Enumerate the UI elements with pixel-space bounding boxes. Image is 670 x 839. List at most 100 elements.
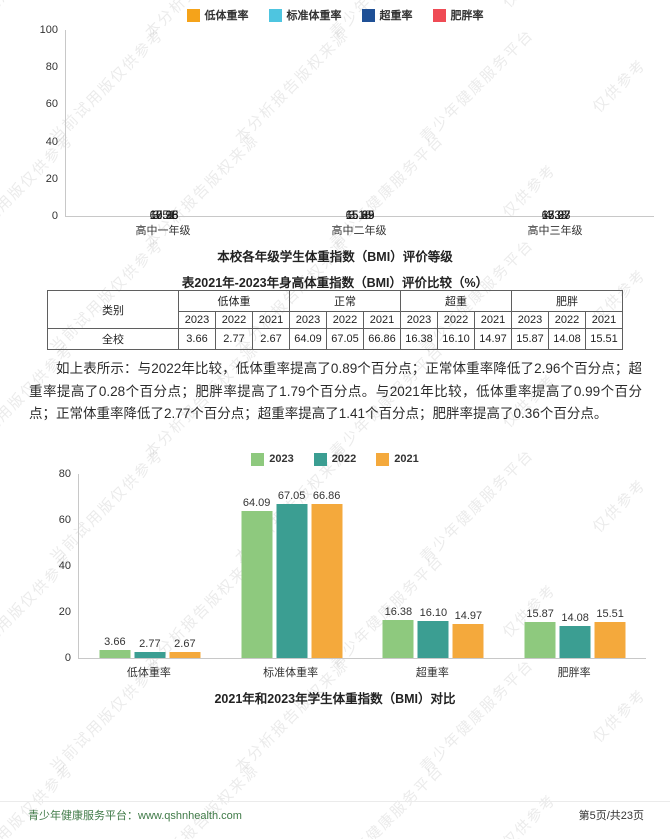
x-axis-category-label: 标准体重率	[263, 667, 319, 679]
table-header-year: 2023	[511, 311, 549, 329]
bar-value-label: 16.38	[384, 606, 413, 619]
table-header-year: 2023	[178, 311, 216, 329]
bar-value-label: 15.87	[526, 607, 554, 620]
table-cell-value: 2.67	[252, 328, 290, 350]
table-header-year: 2021	[252, 311, 290, 329]
legend-item: 2022	[313, 452, 356, 466]
x-axis-category-label: 肥胖率	[557, 667, 591, 679]
bar-segment-value: 15.69	[345, 210, 375, 222]
table-header-category: 类别	[47, 290, 179, 329]
legend-item: 超重率	[361, 7, 413, 23]
x-axis-category-label: 超重率	[415, 667, 449, 679]
table-cell-value: 64.09	[289, 328, 327, 350]
grouped-bar-2022: 16.10	[417, 607, 449, 658]
table-header-group: 低体重	[178, 290, 290, 312]
table-cell-value: 67.05	[326, 328, 364, 350]
table-header-row-years: 2023 2022 2021 2023 2022 2021 2023 2022 2021 2023…	[48, 311, 623, 329]
grouped-chart-plot-area: 0 20 40 60 80 3.66 2.77 2.67 64.09 67.05 66.86 16.3…	[59, 468, 646, 664]
grouped-bar-2021: 2.67	[169, 638, 201, 658]
x-axis-category-label: 高中一年级	[135, 225, 191, 237]
table-cell-value: 66.86	[363, 328, 401, 350]
y-axis-tick-label: 60	[58, 514, 71, 526]
table-header-year: 2023	[289, 311, 327, 329]
table-cell-value: 15.51	[585, 328, 623, 350]
x-axis-category-label: 高中三年级	[527, 225, 583, 237]
bar-group: 16.38 16.10 14.97	[382, 606, 484, 658]
table-header-row-groups: 类别 低体重 正常 超重 肥胖	[47, 290, 623, 329]
y-axis-tick-label: 20	[45, 172, 58, 185]
bar-value-label: 66.86	[312, 490, 341, 503]
x-axis-category-label: 高中二年级	[331, 225, 387, 237]
bar-group: 64.09 67.05 66.86	[241, 490, 343, 658]
table-row-label: 全校	[47, 328, 179, 350]
grouped-bar-2022: 2.77	[134, 638, 166, 658]
page-footer: 青少年健康服务平台：www.qshnhealth.com 第5页/共23页	[28, 807, 644, 823]
legend-label: 2021	[394, 453, 419, 465]
table-header-year: 2022	[548, 311, 586, 329]
legend-item: 标准体重率	[268, 7, 342, 23]
grouped-bar-2021: 15.51	[594, 608, 626, 658]
bar-segment-value: 15.07	[541, 210, 571, 222]
y-axis-tick-label: 60	[45, 98, 58, 111]
legend-label: 2023	[269, 453, 294, 465]
y-axis-tick-label: 40	[58, 560, 71, 572]
legend-label: 标准体重率	[286, 10, 342, 22]
legend-label: 超重率	[379, 10, 413, 22]
legend-item: 2023	[251, 452, 294, 466]
legend-label: 肥胖率	[450, 10, 484, 22]
legend-label: 低体重率	[204, 10, 249, 22]
footer-site-link[interactable]: 青少年健康服务平台：www.qshnhealth.com	[28, 810, 242, 822]
table-header-year: 2022	[437, 311, 475, 329]
table-header-year: 2021	[585, 311, 623, 329]
analysis-paragraph: 如上表所示：与2022年比较，低体重率提高了0.89个百分点；正常体重率降低了2…	[29, 361, 642, 422]
grouped-bar-2021: 14.97	[452, 610, 484, 658]
bar-group: 15.87 14.08 15.51	[524, 608, 626, 658]
grouped-chart-title: 2021年和2023年学生体重指数（BMI）对比	[214, 692, 456, 706]
legend-swatch	[376, 452, 390, 466]
grouped-bar-2021: 66.86	[311, 490, 343, 658]
legend-item: 低体重率	[186, 7, 249, 23]
stacked-chart-plot-area: 0 20 40 60 80 100 3.51 60.35 17.98 18.16 3.18 65.29…	[40, 24, 654, 222]
bar-value-label: 2.77	[139, 637, 161, 650]
table-cell-value: 16.10	[437, 328, 475, 350]
bar-segment-value: 67.23	[541, 210, 571, 222]
table-header-year: 2021	[474, 311, 512, 329]
table-cell-value: 14.97	[474, 328, 512, 350]
table-header-year: 2022	[215, 311, 253, 329]
y-axis-tick-label: 100	[39, 24, 58, 36]
table-cell-value: 3.66	[178, 328, 216, 350]
legend-swatch	[432, 8, 446, 22]
grouped-bar-2022: 14.08	[559, 612, 591, 658]
bar-value-label: 2.67	[174, 637, 196, 650]
legend-swatch	[186, 8, 200, 22]
table-header-group: 超重	[400, 290, 512, 312]
bar-segment-value: 4.33	[544, 210, 568, 222]
grouped-chart-x-labels: 低体重率 标准体重率 超重率 肥胖率	[78, 659, 645, 679]
page-number: 第5页/共23页	[578, 810, 644, 822]
stacked-chart-x-labels: 高中一年级 高中二年级 高中三年级	[65, 217, 653, 237]
grouped-bar-2023: 15.87	[524, 608, 556, 658]
bmi-comparison-table: 类别 低体重 正常 超重 肥胖 2023 2022 2021 2023 2022 2021 2023 2…	[47, 290, 623, 350]
bar-group: 3.66 2.77 2.67	[99, 636, 201, 658]
bmi-grade-stacked-chart: 低体重率 标准体重率 超重率 肥胖率 0 20 40 60 80 100 3.51 60.35 17.…	[0, 8, 670, 265]
legend-swatch	[361, 8, 375, 22]
bar-segment-value: 60.35	[149, 210, 179, 222]
bar-segment-value: 65.29	[345, 210, 375, 222]
grouped-bar-2023: 16.38	[382, 606, 414, 658]
y-axis-tick-label: 0	[51, 210, 58, 222]
table-row: 全校 3.66 2.77 2.67 64.09 67.05 66.86 16.38 16.10 1…	[47, 328, 623, 350]
bmi-year-comparison-chart: 2023 2022 2021 0 20 40 60 80 3.66 2.77 2.67 64.09 6…	[0, 452, 670, 707]
legend-item: 肥胖率	[432, 7, 484, 23]
y-axis-tick-label: 0	[64, 652, 71, 664]
y-axis-tick-label: 40	[45, 135, 58, 148]
y-axis-tick-label: 80	[45, 61, 58, 74]
legend-swatch	[251, 452, 265, 466]
table-header-year: 2021	[363, 311, 401, 329]
bar-value-label: 15.51	[596, 608, 624, 621]
bar-value-label: 3.66	[104, 635, 126, 648]
table-header-group: 肥胖	[511, 290, 623, 312]
grouped-bar-2022: 67.05	[276, 490, 308, 658]
table-cell-value: 14.08	[548, 328, 586, 350]
bar-value-label: 14.97	[454, 609, 483, 622]
grouped-bar-2023: 64.09	[241, 497, 273, 658]
